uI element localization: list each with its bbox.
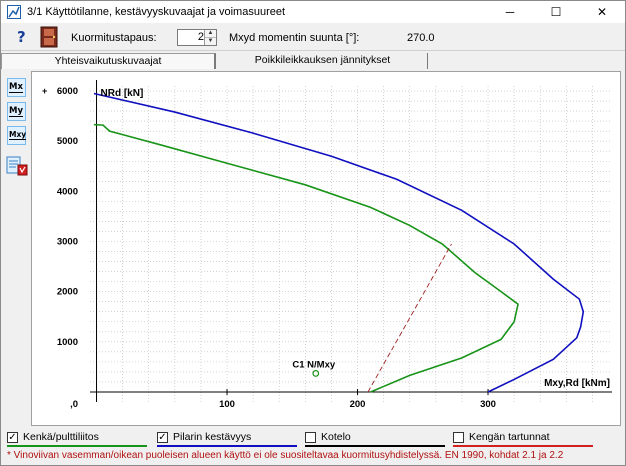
- series-line-0: [93, 92, 585, 393]
- stepper-down-icon[interactable]: ▼: [205, 37, 216, 44]
- mxy-view-label: Mxy: [9, 130, 27, 140]
- x-axis-label: Mxy,Rd [kNm]: [544, 378, 610, 389]
- mx-view-label: Mx: [9, 82, 23, 93]
- title-bar: 3/1 Käyttötilanne, kestävyyskuvaajat ja …: [1, 1, 625, 23]
- y-tick-label: 2000: [57, 287, 78, 298]
- my-view-button[interactable]: My: [7, 102, 26, 121]
- legend-item-shoe-connection[interactable]: ✓ Kenkä/pulttiliitos: [7, 431, 147, 447]
- toolbar: ? Kuormitustapaus: 2 ▲ ▼ Mxyd momentin s…: [1, 23, 625, 51]
- legend-item-shoe-anchors[interactable]: Kengän tartunnat: [453, 431, 593, 447]
- shoe-anchors-line: [453, 445, 593, 447]
- help-button[interactable]: ?: [17, 28, 26, 46]
- casing-line: [305, 445, 445, 447]
- moment-direction-value: 270.0: [407, 32, 435, 44]
- legend-item-column-capacity[interactable]: ✓ Pilarin kestävyys: [157, 431, 297, 447]
- shoe-connection-line: [7, 445, 147, 447]
- x-tick-label: 200: [350, 399, 366, 410]
- y-tick-label: 5000: [57, 136, 78, 147]
- my-view-label: My: [9, 106, 23, 117]
- load-point-label: C1 N/Mxy: [292, 359, 335, 370]
- casing-checkbox[interactable]: [305, 432, 316, 443]
- exit-door-icon[interactable]: [39, 26, 59, 48]
- column-capacity-label: Pilarin kestävyys: [173, 431, 252, 443]
- interaction-chart-svg: 100 200 300 1000 2000 3000 4000 5000 6000 ,0 + NRd …: [42, 80, 612, 410]
- series-line-2: [367, 243, 452, 393]
- shoe-anchors-label: Kengän tartunnat: [469, 431, 550, 443]
- moment-direction-label: Mxyd momentin suunta [°]:: [229, 32, 360, 44]
- interaction-chart: 100 200 300 1000 2000 3000 4000 5000 6000 ,0 + NRd …: [31, 71, 621, 426]
- column-capacity-checkbox[interactable]: ✓: [157, 432, 168, 443]
- y-tick-label: 6000: [57, 86, 78, 97]
- x-tick-label: 100: [219, 399, 235, 410]
- column-capacity-line: [157, 445, 297, 447]
- legend: ✓ Kenkä/pulttiliitos ✓ Pilarin kestävyys…: [1, 429, 625, 447]
- report-icon[interactable]: [5, 156, 29, 176]
- load-case-value[interactable]: 2: [197, 31, 204, 43]
- y-tick-zero-label: ,0: [70, 399, 78, 410]
- y-tick-label: 4000: [57, 186, 78, 197]
- shoe-anchors-checkbox[interactable]: [453, 432, 464, 443]
- maximize-button[interactable]: ☐: [550, 5, 562, 19]
- tab-section-stresses[interactable]: Poikkileikkauksen jännitykset: [218, 53, 428, 69]
- mxy-view-button[interactable]: Mxy: [7, 126, 27, 145]
- minimize-button[interactable]: ─: [505, 5, 515, 19]
- load-case-label: Kuormitustapaus:: [71, 32, 157, 44]
- load-case-stepper[interactable]: 2 ▲ ▼: [177, 29, 217, 46]
- y-tick-label: 3000: [57, 236, 78, 247]
- mx-view-button[interactable]: Mx: [7, 78, 26, 97]
- y-axis-plus-marker: +: [42, 86, 47, 96]
- shoe-connection-checkbox[interactable]: ✓: [7, 432, 18, 443]
- load-point-marker: [312, 370, 320, 377]
- x-tick-label: 300: [480, 399, 496, 410]
- window-title: 3/1 Käyttötilanne, kestävyyskuvaajat ja …: [27, 6, 286, 18]
- tab-interaction-diagrams[interactable]: Yhteisvaikutuskuvaajat: [1, 53, 216, 69]
- legend-item-casing[interactable]: Kotelo: [305, 431, 445, 447]
- y-tick-label: 1000: [57, 337, 78, 348]
- stepper-arrows[interactable]: ▲ ▼: [204, 30, 216, 45]
- tab-bar: Yhteisvaikutuskuvaajat Poikkileikkauksen…: [1, 53, 625, 69]
- y-axis-label: NRd [kN]: [101, 88, 144, 99]
- casing-label: Kotelo: [321, 431, 351, 443]
- shoe-connection-label: Kenkä/pulttiliitos: [23, 431, 99, 443]
- footnote: * Vinoviivan vasemman/oikean puoleisen a…: [7, 450, 564, 461]
- stepper-up-icon[interactable]: ▲: [207, 30, 214, 36]
- close-button[interactable]: ✕: [596, 5, 608, 19]
- series-line-1: [93, 123, 519, 393]
- app-icon: [7, 5, 21, 19]
